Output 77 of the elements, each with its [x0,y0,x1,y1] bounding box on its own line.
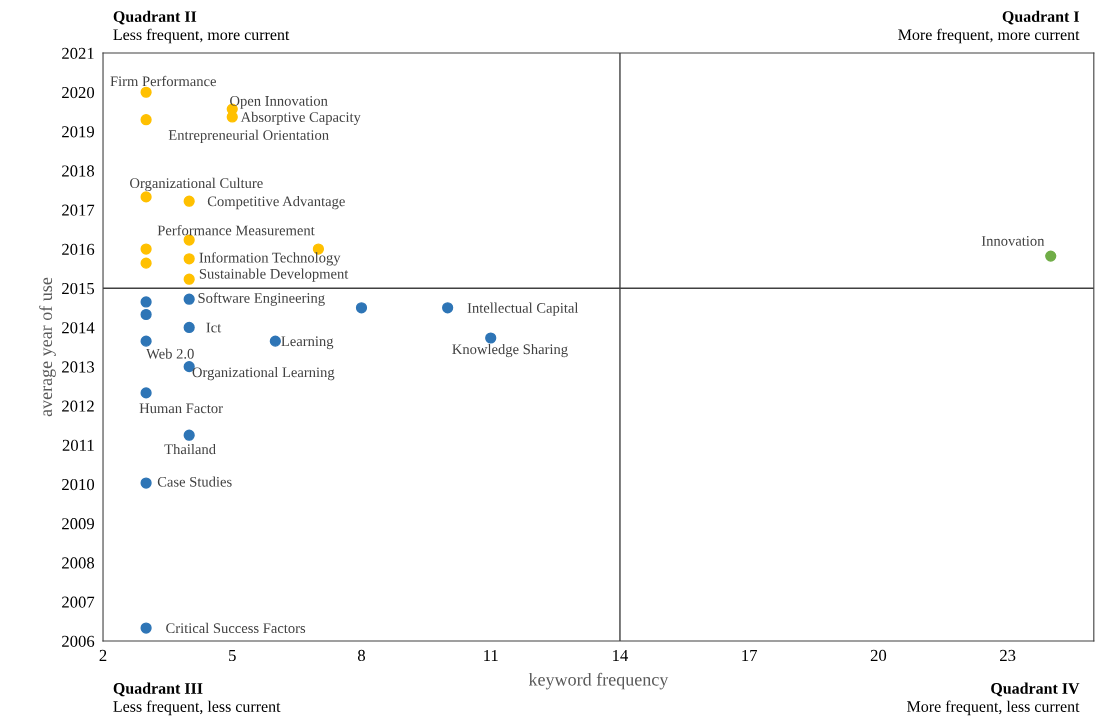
point [140,477,152,489]
y-tick-label: 2021 [62,47,94,59]
y-tick-label: 2019 [62,126,95,138]
point [1045,250,1057,262]
y-tick-label: 2011 [62,439,94,451]
annotation: Organizational Learning [192,366,335,381]
x-tick-label: 23 [1000,649,1016,662]
y-tick-label: 2006 [62,635,95,647]
y-tick-label: 2010 [62,478,95,491]
text: Less frequent, less current [113,700,281,716]
annotation: Case Studies [157,476,232,487]
y-tick-label: 2008 [62,557,95,569]
x-tick-label: 14 [613,649,629,661]
text: More frequent, more current [898,28,1080,44]
annotation: Performance Measurement [157,224,315,236]
text: Quadrant I [1002,10,1080,25]
point [183,293,195,305]
y-tick-label: 2014 [62,322,95,334]
point [140,387,152,399]
annotation: Critical Success Factors [166,622,306,634]
point [140,308,152,321]
annotation: Open Innovation [230,96,328,109]
text: More frequent, less current [907,700,1080,716]
annotation: Knowledge Sharing [452,343,568,358]
y-tick-label: 2009 [62,518,95,530]
y-tick-label: 2018 [62,165,95,177]
point [140,296,152,308]
point [183,321,195,334]
x-tick-label: 11 [484,649,498,661]
point [140,243,152,255]
point [355,302,368,314]
point [269,335,281,347]
annotation: Absorptive Capacity [240,111,361,125]
point [485,332,497,344]
point [442,302,454,314]
annotation: Information Technology [199,252,341,266]
annotation: Web 2.0 [146,348,194,359]
annotation: Innovation [981,236,1045,246]
point [140,191,152,203]
text: Quadrant III [113,682,203,697]
point [140,257,152,269]
x-tick-label: 8 [357,649,366,662]
y-axis-title: average year of use [39,277,56,417]
x-tick-label: 2 [99,649,107,661]
point [140,335,152,347]
annotation: Software Engineering [198,292,325,306]
point [183,253,195,265]
y-tick-label: 2013 [62,361,95,373]
y-tick-label: 2015 [62,282,95,295]
annotation: Ict [206,322,222,333]
point [183,273,195,285]
y-tick-label: 2017 [62,204,95,216]
annotation: Intellectual Capital [467,302,579,316]
annotation: Firm Performance [110,75,216,87]
point [183,429,195,441]
annotation: Entrepreneurial Orientation [168,129,329,143]
annotation: Competitive Advantage [207,195,345,210]
x-tick-label: 17 [742,649,758,661]
text: Quadrant II [113,10,197,25]
y-tick-label: 2020 [62,86,95,99]
text: Quadrant IV [991,682,1080,697]
annotation: Learning [281,336,334,350]
point [140,622,152,634]
y-tick-label: 2012 [62,400,94,412]
point [140,114,152,126]
annotation: Thailand [164,443,216,455]
annotation: Human Factor [139,403,223,414]
text: Less frequent, more current [113,28,290,44]
point [183,195,195,207]
y-tick-label: 2007 [62,596,95,608]
y-tick-label: 2016 [62,243,95,255]
x-axis-title: keyword frequency [528,672,669,690]
x-tick-label: 5 [229,649,236,662]
annotation: Organizational Culture [130,177,263,192]
annotation: Sustainable Development [199,268,349,282]
point [140,86,152,98]
x-tick-label: 20 [870,649,887,662]
